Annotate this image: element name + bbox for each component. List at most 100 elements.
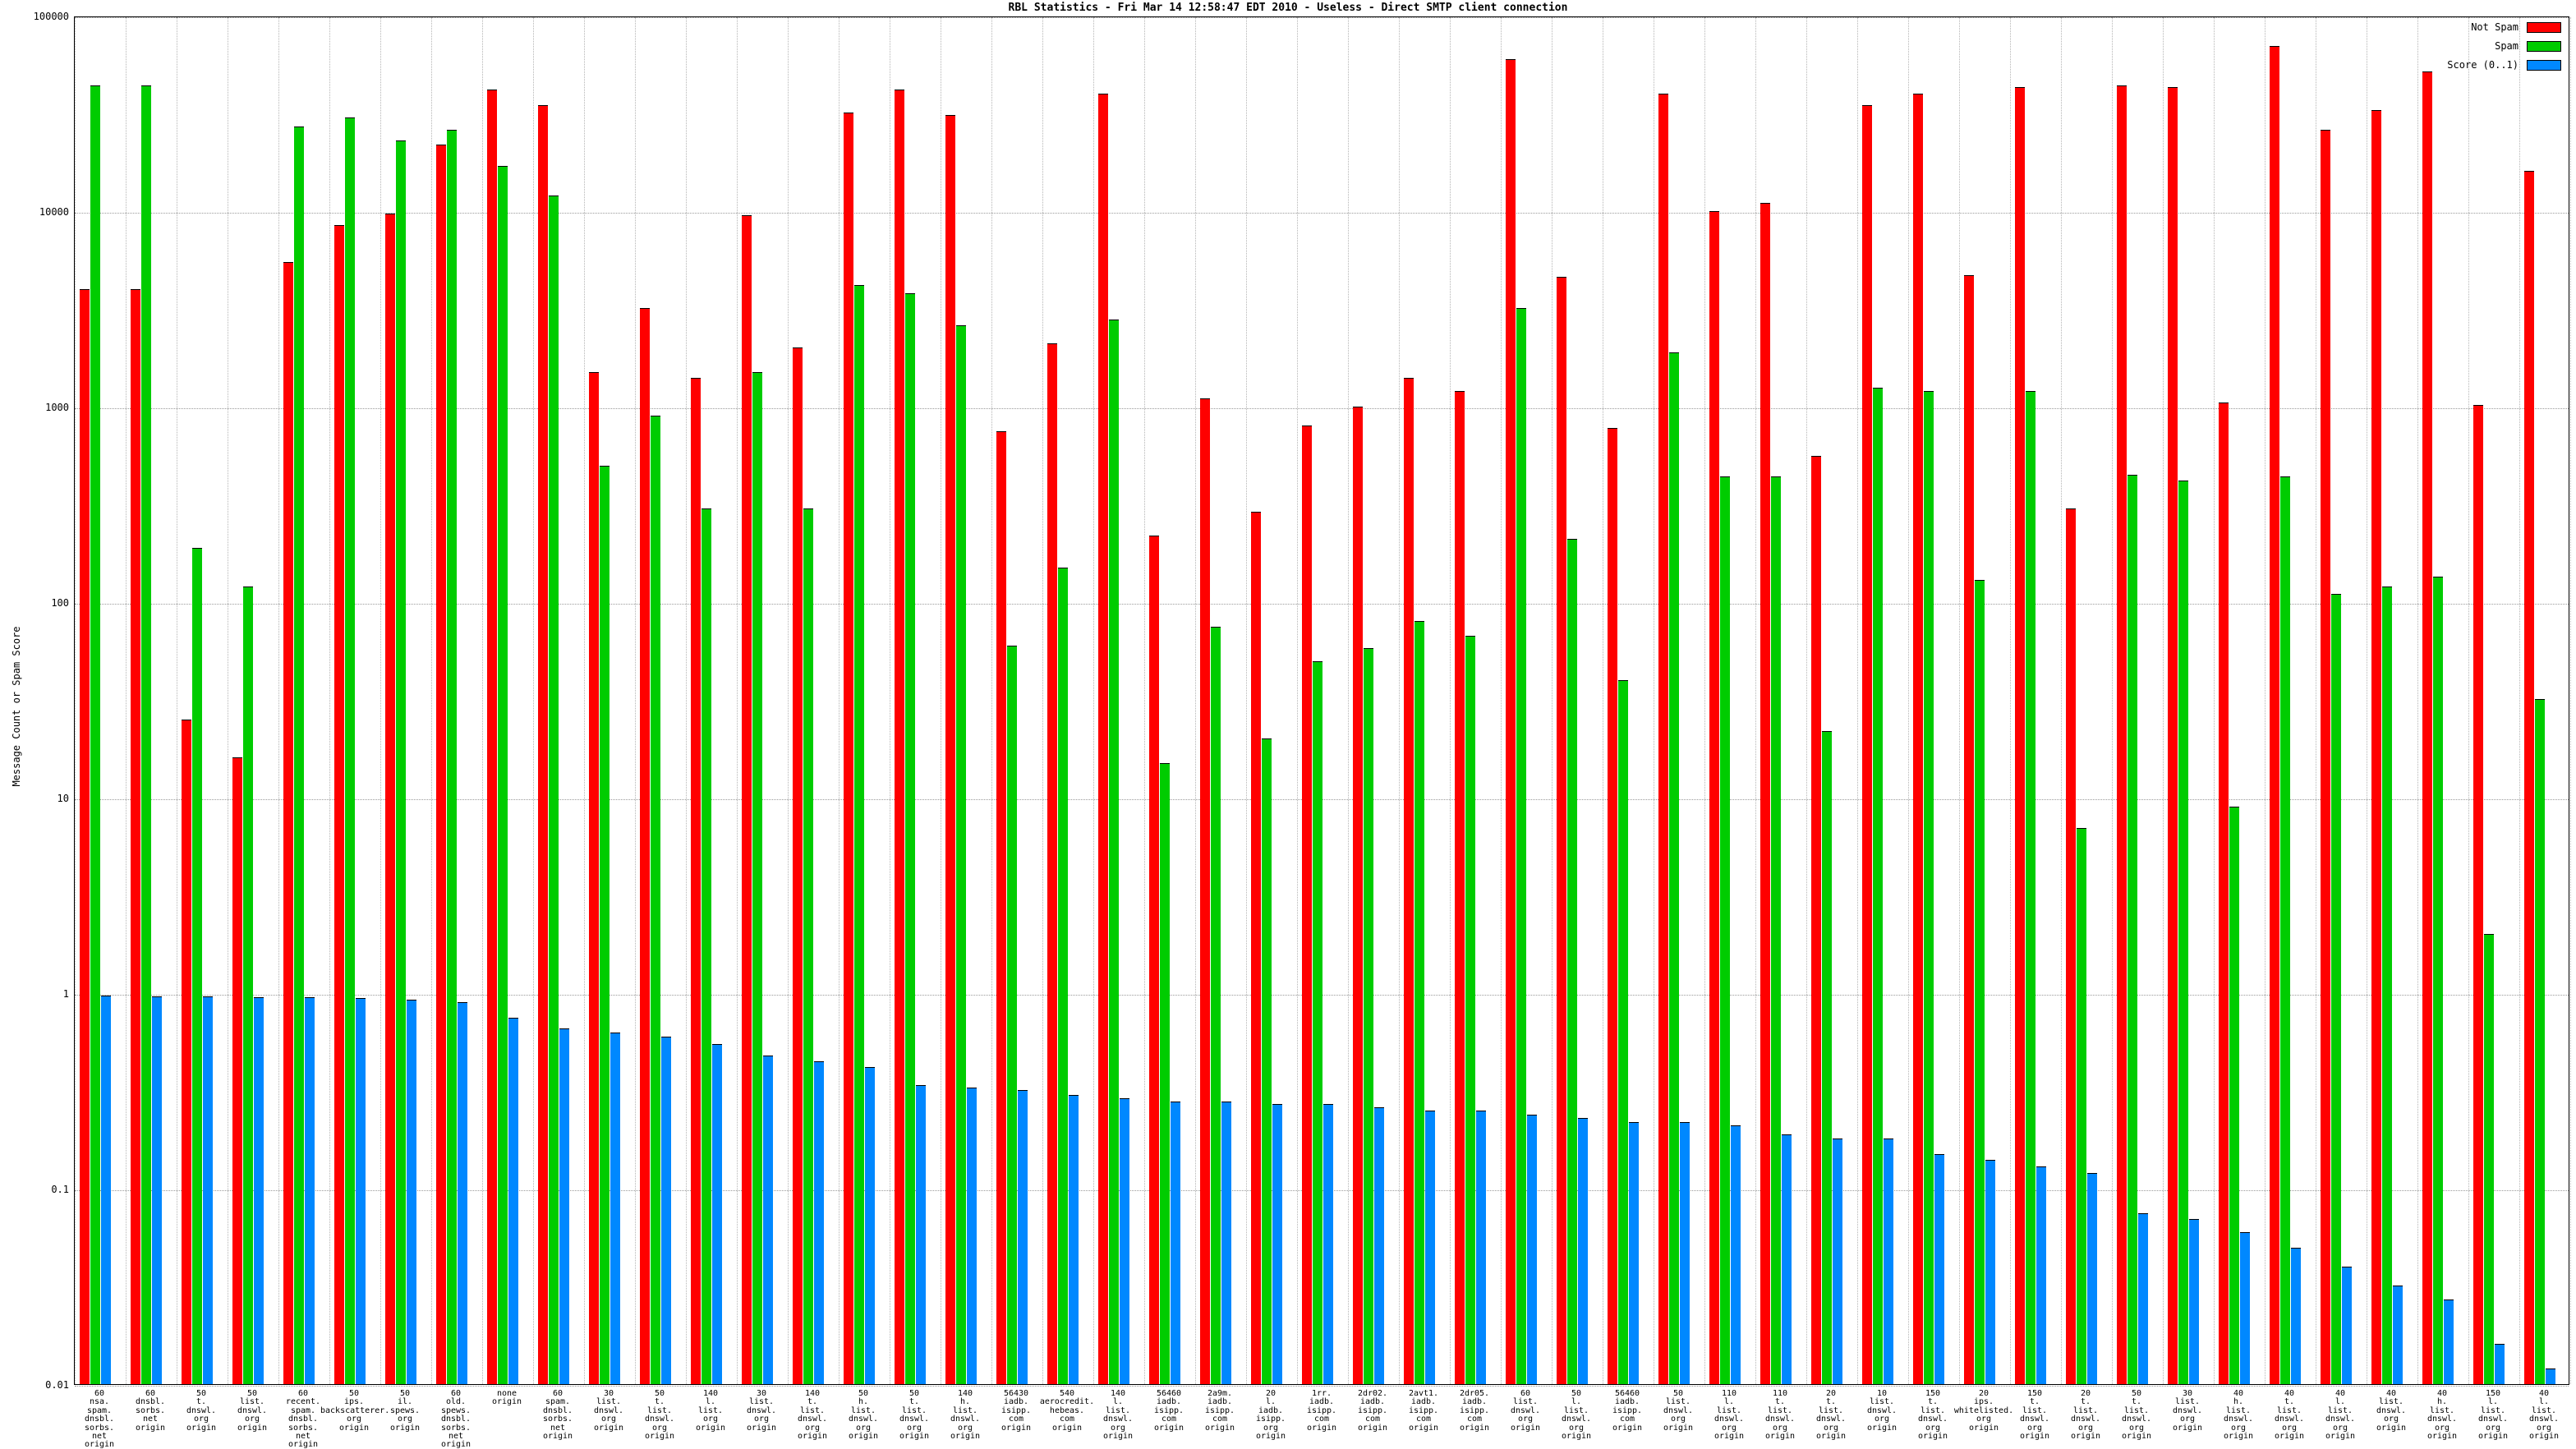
bar-score (458, 1001, 467, 1384)
bar-spam (1720, 476, 1730, 1384)
x-tick-label: 140 h. list. dnswl. org origin (950, 1389, 981, 1441)
bar-score (2444, 1300, 2454, 1384)
bar-not-spam (1557, 277, 1566, 1384)
v-gridline (1348, 17, 1349, 1384)
bar-spam (1567, 539, 1577, 1384)
bar-not-spam (1251, 511, 1261, 1384)
bar-spam (2535, 698, 2545, 1384)
v-gridline (2163, 17, 2164, 1384)
y-tick-label: 100000 (33, 11, 69, 22)
x-tick-label: 20 t. list. dnswl. org origin (1815, 1389, 1847, 1441)
x-tick-label: 50 l. list. dnswl. org origin (1561, 1389, 1592, 1441)
bar-not-spam (1811, 455, 1821, 1384)
bar-spam (1516, 307, 1526, 1384)
bar-spam (1618, 679, 1628, 1384)
bar-spam (702, 508, 711, 1384)
bar-spam (2077, 827, 2086, 1384)
bar-not-spam (182, 720, 191, 1384)
bar-spam (2484, 934, 2494, 1384)
bar-score (2342, 1266, 2352, 1384)
bar-score (2189, 1218, 2199, 1384)
x-tick-label: 40 l. list. dnswl. org origin (2528, 1389, 2560, 1441)
bar-score (967, 1087, 977, 1384)
v-gridline (788, 17, 789, 1384)
x-tick-label: 2avt1. iadb. isipp. com origin (1408, 1389, 1439, 1433)
bar-spam (345, 117, 355, 1384)
legend-row-score: Score (0..1) (2447, 59, 2561, 71)
bar-not-spam (2321, 130, 2330, 1384)
bar-score (1934, 1154, 1944, 1384)
bar-spam (1924, 391, 1934, 1384)
bar-not-spam (2117, 85, 2127, 1384)
legend-swatch-not-spam (2527, 21, 2561, 33)
bar-not-spam (2371, 109, 2381, 1384)
v-gridline (991, 17, 992, 1384)
x-tick-label: 140 l. list. dnswl. org origin (1102, 1389, 1134, 1441)
bar-spam (1160, 763, 1170, 1384)
bar-spam (2178, 480, 2188, 1384)
v-gridline (1959, 17, 1960, 1384)
x-tick-label: 110 t. list. dnswl. org origin (1764, 1389, 1796, 1441)
v-gridline (329, 17, 330, 1384)
v-gridline (2265, 17, 2266, 1384)
x-tick-label: 60 dnsbl. sorbs. net origin (135, 1389, 166, 1433)
bar-score (1731, 1125, 1741, 1384)
bar-not-spam (232, 757, 242, 1384)
bar-score (814, 1060, 824, 1384)
v-gridline (482, 17, 483, 1384)
v-gridline (1755, 17, 1756, 1384)
v-gridline (584, 17, 585, 1384)
bar-spam (2280, 476, 2290, 1384)
x-tick-label: 40 list. dnswl. org origin (2376, 1389, 2407, 1433)
x-tick-label: 30 list. dnswl. org origin (593, 1389, 624, 1433)
v-gridline (1246, 17, 1247, 1384)
v-gridline (2468, 17, 2469, 1384)
bar-not-spam (2270, 45, 2279, 1384)
v-gridline (1501, 17, 1502, 1384)
v-gridline (431, 17, 432, 1384)
bar-score (2291, 1247, 2301, 1384)
bar-score (305, 997, 315, 1384)
x-tick-label: 56460 iadb. isipp. com origin (1153, 1389, 1184, 1433)
bar-not-spam (1098, 93, 1108, 1384)
bar-spam (803, 508, 813, 1384)
bar-score (152, 996, 162, 1384)
bar-score (610, 1032, 620, 1384)
bar-spam (600, 465, 610, 1384)
legend-row-spam: Spam (2447, 40, 2561, 52)
bar-not-spam (80, 288, 90, 1384)
x-tick-label: 60 old. spews. dnsbl. sorbs. net origin (440, 1389, 472, 1449)
plot-area (74, 16, 2571, 1387)
bar-spam (141, 85, 151, 1384)
bar-not-spam (487, 89, 497, 1384)
bar-score (1374, 1107, 1384, 1384)
x-tick-label: 2dr02. iadb. isipp. com origin (1357, 1389, 1388, 1433)
bar-spam (90, 85, 100, 1384)
bar-spam (2382, 586, 2392, 1384)
v-gridline (686, 17, 687, 1384)
bar-score (661, 1036, 671, 1384)
x-tick-label: 50 ips. backscatterer. org origin (320, 1389, 390, 1433)
bar-spam (1669, 352, 1679, 1384)
bar-score (1985, 1160, 1995, 1384)
bar-spam (2026, 391, 2036, 1384)
v-gridline (2010, 17, 2011, 1384)
bar-spam (1109, 319, 1119, 1384)
bar-not-spam (895, 89, 904, 1384)
v-gridline (2061, 17, 2062, 1384)
x-tick-label: 60 recent. spam. dnsbl. sorbs. net origi… (285, 1389, 321, 1449)
x-tick-label: 540 aerocredit. hebeas. com origin (1039, 1389, 1095, 1433)
x-tick-label: 20 t. list. dnswl. org origin (2070, 1389, 2101, 1441)
bar-not-spam (844, 112, 853, 1384)
v-gridline (2112, 17, 2113, 1384)
bar-spam (1313, 660, 1322, 1384)
v-gridline (1042, 17, 1043, 1384)
chart-title: RBL Statistics - Fri Mar 14 12:58:47 EDT… (1008, 2, 1568, 14)
v-gridline (1093, 17, 1094, 1384)
bar-score (865, 1066, 875, 1384)
x-tick-label: 60 nsa. spam. dnsbl. sorbs. net origin (84, 1389, 115, 1449)
legend-swatch-spam (2527, 40, 2561, 52)
bar-not-spam (1047, 343, 1057, 1384)
v-gridline (839, 17, 840, 1384)
